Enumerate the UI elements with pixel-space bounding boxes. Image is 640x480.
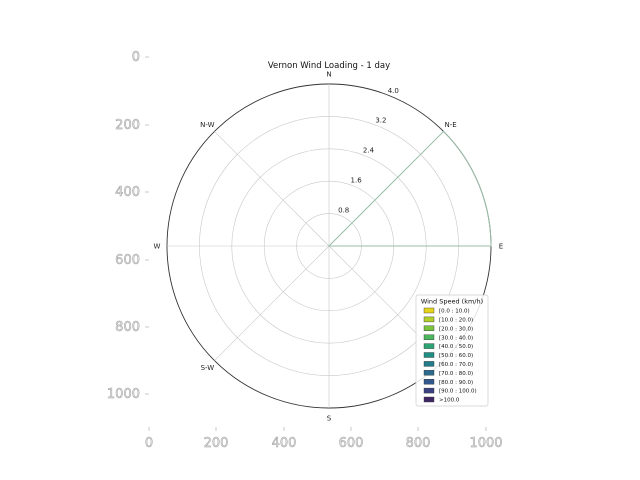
legend-entry-label: [70.0 : 80.0): [439, 371, 473, 377]
radial-tick-label: 3.2: [375, 117, 386, 125]
legend-title: Wind Speed (km/h): [421, 298, 483, 306]
outer-y-tick-label: 0: [132, 50, 140, 65]
legend: Wind Speed (km/h) [0.0 : 10.0) [10.0 : 20.…: [415, 294, 489, 407]
legend-entry-label: [90.0 : 100.0): [439, 389, 477, 395]
chart-title: Vernon Wind Loading - 1 day: [268, 61, 390, 71]
legend-swatch: [423, 370, 435, 376]
legend-entry-label: [80.0 : 90.0): [439, 380, 473, 386]
legend-entry-label: [30.0 : 40.0): [439, 335, 473, 341]
compass-label-n: N: [326, 71, 331, 79]
legend-box: [415, 294, 489, 407]
legend-entry-label: >100.0: [439, 398, 460, 404]
outer-y-tick-label: 200: [115, 118, 140, 133]
outer-y-tick-label: 800: [115, 320, 140, 335]
radial-tick-label: 1.6: [351, 177, 363, 185]
legend-swatch: [423, 307, 435, 314]
legend-swatch: [423, 352, 435, 358]
legend-entry-label: [50.0 : 60.0): [439, 353, 473, 359]
petals: [327, 130, 492, 247]
outer-x-tick-label: 600: [339, 436, 364, 451]
outer-y-tick-label: 400: [115, 185, 140, 200]
outer-axis: 0 200 400 600 800 1000 0 200 400 600 800 1000: [107, 50, 503, 452]
compass-labels: N N-E E S S-W W N-W: [154, 71, 504, 423]
outer-x-tick-label: 200: [204, 436, 229, 451]
radial-tick-label: 4.0: [388, 87, 399, 95]
outer-x-tick-label: 0: [145, 436, 153, 451]
radial-tick-label: 2.4: [363, 147, 375, 155]
outer-x-tick-label: 1000: [469, 436, 502, 451]
compass-label-w: W: [154, 243, 161, 251]
outer-x-tick-label: 400: [272, 436, 297, 451]
compass-label-s: S: [327, 415, 332, 423]
legend-swatch: [423, 316, 435, 323]
legend-swatch: [423, 325, 435, 331]
legend-entry-label: [60.0 : 70.0): [439, 362, 473, 368]
windrose-petal: [327, 130, 492, 247]
polar-spoke: [214, 131, 330, 247]
legend-swatch: [423, 334, 435, 340]
legend-swatch: [423, 343, 435, 349]
legend-swatch: [423, 379, 435, 385]
legend-entry-label: [0.0 : 10.0): [439, 309, 470, 315]
polar-spoke: [214, 245, 330, 361]
legend-swatch: [423, 361, 435, 367]
legend-entry-label: [20.0 : 30.0): [439, 326, 473, 332]
radial-labels: 0.8 1.6 2.4 3.2 4.0: [338, 87, 399, 215]
legend-swatch: [423, 396, 435, 403]
outer-x-tick-label: 800: [406, 436, 431, 451]
compass-label-e: E: [499, 243, 503, 251]
compass-label-s-w: S-W: [201, 364, 215, 372]
outer-y-tick-label: 600: [115, 253, 140, 268]
legend-entry-label: [40.0 : 50.0): [439, 344, 473, 350]
radial-tick-label: 0.8: [338, 207, 349, 215]
legend-swatch: [423, 387, 435, 394]
compass-label-n-e: N-E: [445, 121, 457, 129]
legend-entry-label: [10.0 : 20.0): [439, 318, 473, 324]
compass-label-n-w: N-W: [200, 121, 214, 129]
outer-y-tick-label: 1000: [107, 387, 140, 402]
